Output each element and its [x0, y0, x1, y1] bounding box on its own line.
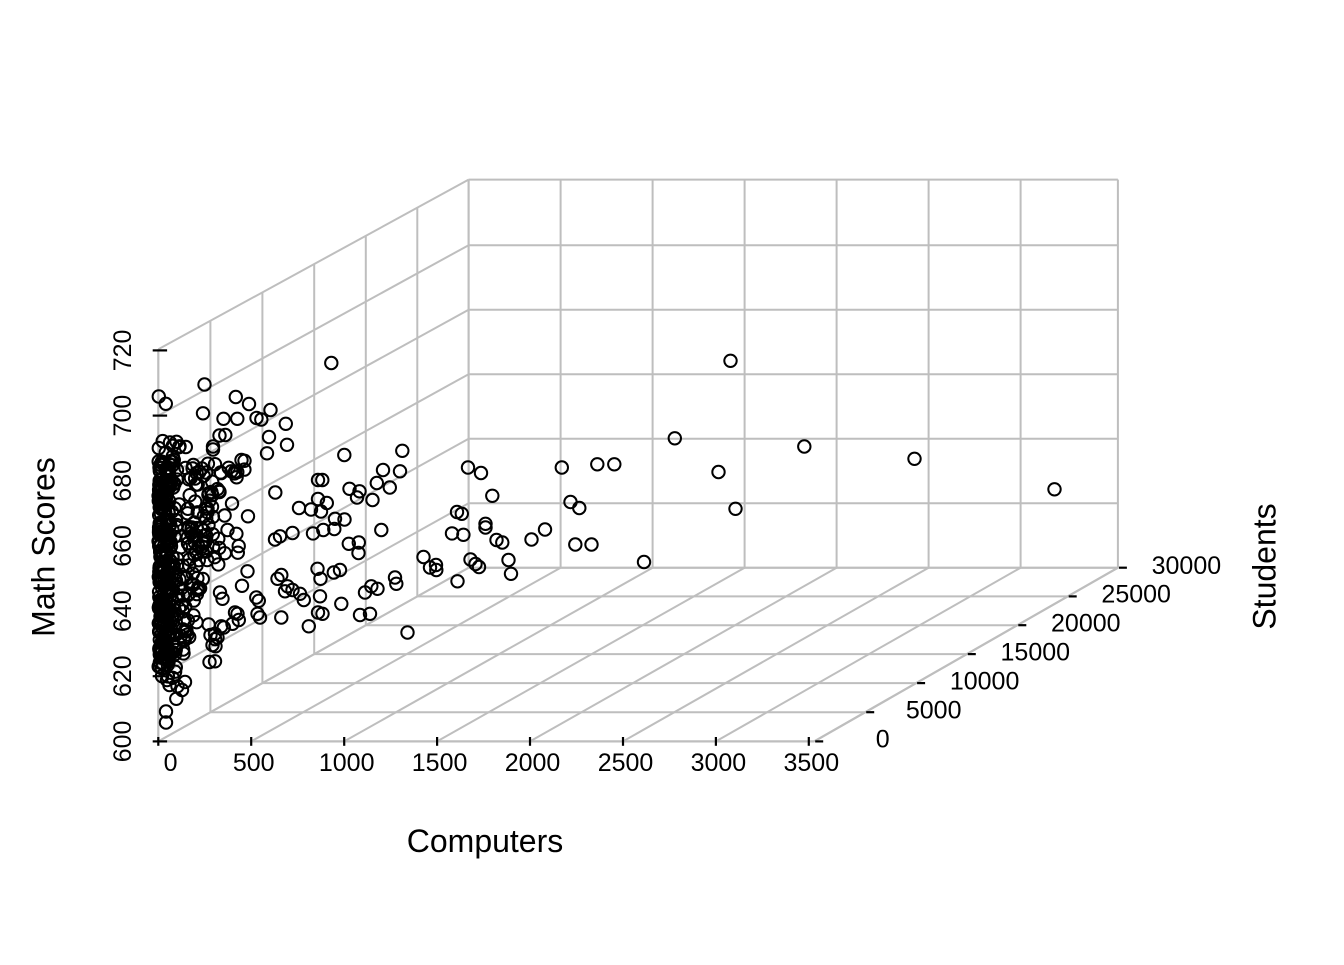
svg-text:620: 620	[109, 655, 137, 697]
svg-text:720: 720	[109, 330, 137, 372]
svg-text:3000: 3000	[691, 749, 747, 777]
svg-text:2000: 2000	[505, 749, 561, 777]
svg-text:680: 680	[109, 460, 137, 502]
svg-text:5000: 5000	[906, 696, 962, 724]
svg-text:20000: 20000	[1051, 609, 1121, 637]
svg-text:25000: 25000	[1101, 581, 1171, 609]
svg-text:2500: 2500	[598, 749, 654, 777]
svg-text:640: 640	[109, 590, 137, 632]
svg-text:15000: 15000	[1001, 638, 1071, 666]
svg-text:Students: Students	[1247, 503, 1283, 629]
svg-text:0: 0	[876, 726, 890, 754]
svg-text:500: 500	[233, 749, 275, 777]
svg-text:1500: 1500	[412, 749, 468, 777]
svg-text:Computers: Computers	[407, 823, 564, 859]
svg-text:30000: 30000	[1152, 552, 1222, 580]
svg-text:660: 660	[109, 525, 137, 567]
svg-text:0: 0	[164, 749, 178, 777]
svg-text:700: 700	[109, 395, 137, 437]
svg-text:600: 600	[109, 721, 137, 763]
svg-text:1000: 1000	[319, 749, 375, 777]
svg-text:Math Scores: Math Scores	[26, 457, 62, 637]
svg-text:3500: 3500	[783, 749, 839, 777]
svg-text:10000: 10000	[950, 667, 1020, 695]
